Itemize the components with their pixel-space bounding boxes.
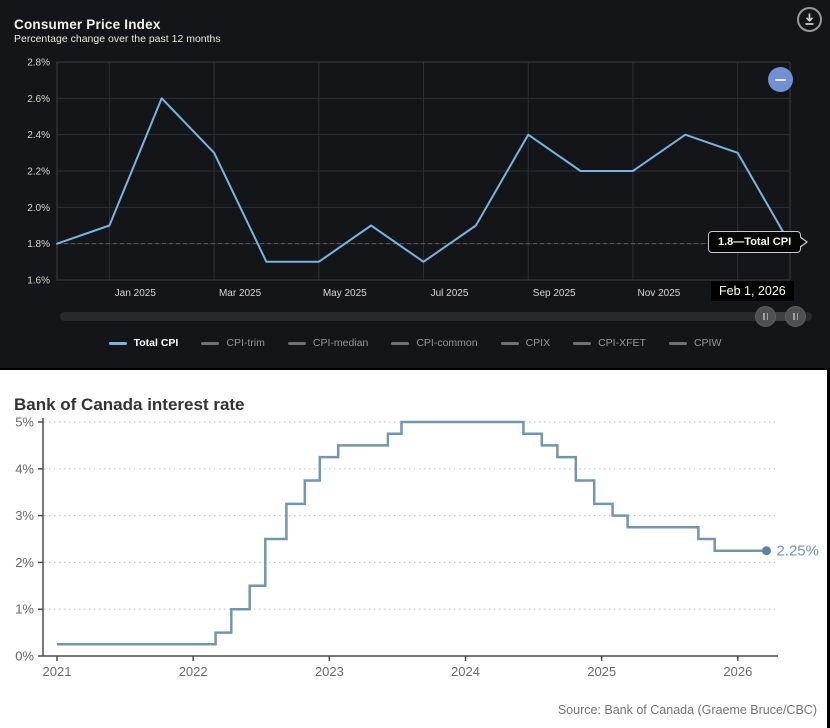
cpi-legend: Total CPI CPI-trim CPI-median CPI-common CPI…: [0, 337, 830, 349]
legend-label: CPI-XFET: [598, 337, 646, 349]
cpi-range-slider: [0, 300, 830, 334]
legend-item-cpi-trim[interactable]: CPI-trim: [201, 337, 265, 349]
y-tick-label: 5%: [15, 415, 34, 430]
boc-rate-step-line: [57, 420, 767, 646]
y-tick-label: 4%: [15, 461, 34, 476]
x-tick-label: Sep 2025: [533, 288, 576, 299]
end-dot: [761, 546, 771, 556]
download-button[interactable]: [797, 7, 822, 32]
legend-label: CPI-median: [312, 337, 369, 349]
x-tick-label: 2026: [723, 664, 752, 679]
legend-label: CPI-trim: [226, 337, 265, 349]
y-tick-label: 3%: [15, 508, 34, 523]
cpi-selected-date-label: Feb 1, 2026: [711, 281, 794, 301]
boc-title: Bank of Canada interest rate: [14, 395, 245, 415]
legend-line-swatch: [108, 341, 127, 345]
slider-handle-left[interactable]: [755, 306, 776, 327]
x-tick-label: 2024: [451, 664, 480, 679]
slider-selected-range[interactable]: [766, 312, 796, 321]
cpi-title: Consumer Price Index: [14, 17, 161, 33]
x-tick-label: Mar 2025: [219, 288, 262, 299]
pause-handle-icon: [766, 313, 768, 320]
pause-handle-icon: [793, 313, 795, 320]
y-tick-label: 2.4%: [27, 130, 50, 141]
cpi-chart-plot[interactable]: 2.8% 2.6% 2.4% 2.2% 2.0% 1.8% 1.6% Jan 2025 Mar …: [0, 0, 830, 368]
legend-label: CPIX: [525, 337, 551, 349]
boc-chart-plot: 0% 1% 2% 3% 4% 5% 2021 2022 2023 2024 2025 2026 2.25…: [15, 415, 819, 680]
slider-handle-right[interactable]: [785, 306, 806, 327]
legend-item-total-cpi[interactable]: Total CPI: [108, 337, 179, 349]
y-tick-label: 2.0%: [27, 203, 50, 214]
plot-border: [56, 61, 791, 281]
legend-line-swatch: [573, 341, 592, 345]
cpi-subtitle: Percentage change over the past 12 month…: [14, 33, 221, 45]
x-tick-label: Jul 2025: [431, 288, 469, 299]
legend-item-cpi-median[interactable]: CPI-median: [287, 337, 369, 349]
legend-item-cpix[interactable]: CPIX: [500, 337, 551, 349]
end-value-label: 2.25%: [776, 543, 819, 560]
y-tick-label: 2.6%: [27, 94, 50, 105]
y-tick-label: 1%: [15, 602, 34, 617]
legend-item-cpiw[interactable]: CPIW: [668, 337, 722, 349]
pause-handle-icon: [763, 313, 765, 320]
legend-item-cpi-xfet[interactable]: CPI-XFET: [573, 337, 646, 349]
legend-label: CPI-common: [416, 337, 478, 349]
legend-line-swatch: [391, 341, 410, 345]
pause-handle-icon: [796, 313, 798, 320]
legend-line-swatch: [500, 341, 519, 345]
cpi-panel: 2.8% 2.6% 2.4% 2.2% 2.0% 1.8% 1.6% Jan 2025 Mar …: [0, 0, 830, 368]
zoom-out-button[interactable]: [768, 67, 793, 92]
x-tick-label: May 2025: [323, 288, 367, 299]
boc-source: Source: Bank of Canada (Graeme Bruce/CBC…: [557, 703, 817, 717]
download-icon: [805, 13, 814, 25]
y-tick-label: 1.8%: [27, 239, 50, 250]
x-tick-label: Nov 2025: [638, 288, 681, 299]
x-tick-label: 2025: [587, 664, 616, 679]
legend-item-cpi-common[interactable]: CPI-common: [391, 337, 478, 349]
cpi-total-line: [56, 97, 791, 263]
cpi-tooltip: 1.8—Total CPI: [708, 231, 809, 253]
x-tick-label: 2021: [43, 664, 72, 679]
y-tick-label: 2.2%: [27, 167, 50, 178]
slider-track[interactable]: [60, 312, 812, 321]
x-tick-label: Jan 2025: [115, 288, 157, 299]
y-tick-label: 0%: [15, 649, 34, 664]
y-tick-label: 2.8%: [27, 58, 50, 69]
x-tick-label: 2022: [179, 664, 208, 679]
y-tick-label: 1.6%: [27, 276, 50, 287]
legend-line-swatch: [668, 341, 687, 345]
y-tick-label: 2%: [15, 555, 34, 570]
legend-line-swatch: [201, 341, 220, 345]
legend-label: Total CPI: [133, 337, 179, 349]
legend-line-swatch: [287, 341, 306, 345]
minus-icon: [775, 78, 786, 81]
x-tick-label: 2023: [315, 664, 344, 679]
legend-label: CPIW: [693, 337, 722, 349]
boc-panel: 0% 1% 2% 3% 4% 5% 2021 2022 2023 2024 2025 2026 2.25…: [0, 370, 827, 728]
